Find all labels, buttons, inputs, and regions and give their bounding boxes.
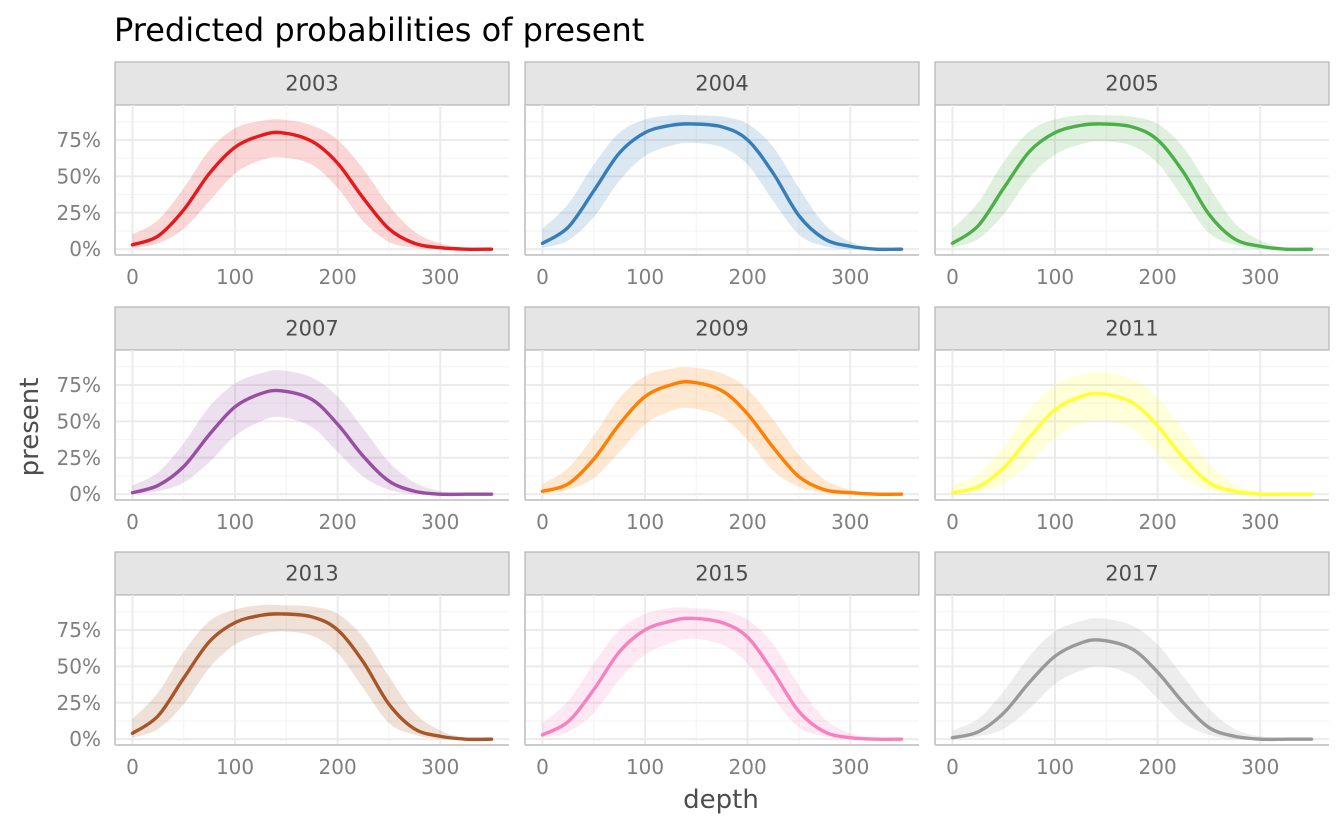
x-tick-label: 0 <box>946 265 959 289</box>
facet-strip-label: 2013 <box>285 562 338 586</box>
x-tick-label: 100 <box>1036 265 1074 289</box>
x-tick-label: 0 <box>126 755 139 779</box>
x-tick-label: 200 <box>729 755 767 779</box>
x-tick-label: 0 <box>126 265 139 289</box>
x-tick-label: 100 <box>626 755 664 779</box>
confidence-band <box>542 114 902 250</box>
prediction-line <box>130 388 494 497</box>
facet-strip-label: 2011 <box>1105 317 1158 341</box>
facet-panel-2003: 2003 0 100 200 300 0% 25% 50% 75% <box>57 61 510 289</box>
y-tick-label: 0% <box>69 237 101 261</box>
facet-strip-label: 2017 <box>1105 562 1158 586</box>
x-tick-label: 200 <box>319 265 357 289</box>
facet-panel-2005: 2005 0 100 200 300 <box>934 61 1330 289</box>
y-tick-label: 25% <box>57 446 101 470</box>
facet-strip-label: 2009 <box>695 317 748 341</box>
facet-strip <box>114 306 510 351</box>
facet-strip-label: 2015 <box>695 562 748 586</box>
confidence-band <box>132 370 492 495</box>
y-tick-label: 50% <box>57 164 101 188</box>
x-tick-label: 300 <box>1241 265 1279 289</box>
x-tick-label: 200 <box>729 510 767 534</box>
facet-panel-2013: 2013 0 100 200 300 0% 25% 50% 75% <box>57 551 510 779</box>
facet-strip <box>524 61 920 106</box>
facet-strip-label: 2004 <box>695 72 748 96</box>
x-tick-label: 200 <box>729 265 767 289</box>
facet-strip <box>934 551 1330 596</box>
x-tick-label: 300 <box>831 755 869 779</box>
x-tick-label: 0 <box>536 510 549 534</box>
prediction-line <box>540 380 904 496</box>
confidence-band <box>132 604 492 740</box>
x-axis-title: depth <box>683 785 759 815</box>
facet-strip <box>934 61 1330 106</box>
x-tick-label: 100 <box>626 510 664 534</box>
x-tick-label: 300 <box>831 265 869 289</box>
y-tick-label: 25% <box>57 691 101 715</box>
y-tick-label: 75% <box>57 128 101 152</box>
facet-strip-label: 2007 <box>285 317 338 341</box>
facet-strip <box>114 551 510 596</box>
prediction-line <box>540 616 904 741</box>
x-tick-label: 300 <box>421 755 459 779</box>
prediction-line <box>130 130 494 251</box>
y-axis-title: present <box>15 378 45 477</box>
confidence-band <box>542 607 902 740</box>
x-tick-label: 0 <box>946 755 959 779</box>
x-tick-label: 300 <box>831 510 869 534</box>
x-tick-label: 200 <box>1139 265 1177 289</box>
prediction-line <box>950 122 1314 252</box>
x-tick-label: 0 <box>536 265 549 289</box>
x-tick-label: 100 <box>1036 510 1074 534</box>
confidence-band <box>542 367 902 495</box>
confidence-band <box>952 371 1312 495</box>
y-tick-label: 50% <box>57 654 101 678</box>
facet-strip <box>524 551 920 596</box>
facet-panel-2007: 2007 0 100 200 300 0% 25% 50% 75% <box>57 306 510 534</box>
x-tick-label: 0 <box>946 510 959 534</box>
x-tick-label: 100 <box>1036 755 1074 779</box>
x-tick-label: 300 <box>421 265 459 289</box>
facet-strip <box>934 306 1330 351</box>
x-tick-label: 100 <box>626 265 664 289</box>
prediction-line <box>130 612 494 742</box>
x-tick-label: 100 <box>216 510 254 534</box>
x-tick-label: 200 <box>1139 510 1177 534</box>
x-tick-label: 100 <box>216 265 254 289</box>
facet-panel-2009: 2009 0 100 200 300 <box>524 306 920 534</box>
prediction-line <box>950 638 1314 742</box>
x-tick-label: 200 <box>319 755 357 779</box>
x-tick-label: 200 <box>319 510 357 534</box>
confidence-band <box>952 114 1312 250</box>
y-tick-label: 25% <box>57 201 101 225</box>
prediction-line <box>950 391 1314 497</box>
facet-strip-label: 2003 <box>285 72 338 96</box>
x-tick-label: 100 <box>216 755 254 779</box>
facet-panel-2011: 2011 0 100 200 300 <box>934 306 1330 534</box>
x-tick-label: 200 <box>1139 755 1177 779</box>
facet-strip-label: 2005 <box>1105 72 1158 96</box>
x-tick-label: 0 <box>126 510 139 534</box>
confidence-band <box>132 119 492 250</box>
chart-title: Predicted probabilities of present <box>114 11 644 49</box>
x-tick-label: 300 <box>421 510 459 534</box>
facet-panel-2004: 2004 0 100 200 300 <box>524 61 920 289</box>
y-tick-label: 75% <box>57 373 101 397</box>
x-tick-label: 0 <box>536 755 549 779</box>
facet-strip <box>524 306 920 351</box>
facet-panel-2015: 2015 0 100 200 300 <box>524 551 920 779</box>
y-tick-label: 75% <box>57 618 101 642</box>
facet-strip <box>114 61 510 106</box>
x-tick-label: 300 <box>1241 755 1279 779</box>
prediction-line <box>540 122 904 252</box>
y-tick-label: 0% <box>69 482 101 506</box>
x-tick-label: 300 <box>1241 510 1279 534</box>
facet-panel-2017: 2017 0 100 200 300 <box>934 551 1330 779</box>
y-tick-label: 50% <box>57 409 101 433</box>
y-tick-label: 0% <box>69 727 101 751</box>
confidence-band <box>952 618 1312 740</box>
